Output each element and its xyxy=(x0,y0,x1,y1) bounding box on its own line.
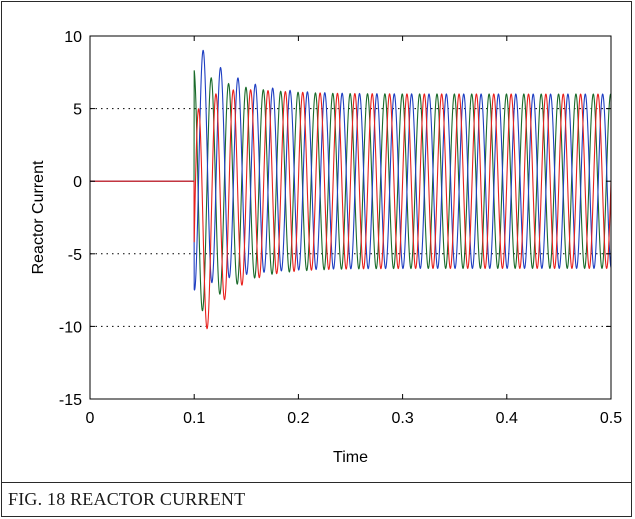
plot-area xyxy=(90,36,611,399)
caption-row: FIG. 18 REACTOR CURRENT xyxy=(2,482,631,516)
axes-box xyxy=(89,35,612,400)
series-line-1 xyxy=(90,88,612,330)
y-tick-label: 0 xyxy=(73,174,82,191)
y-tick-label: -15 xyxy=(59,392,82,409)
x-tick-label: 0.1 xyxy=(183,410,205,427)
figure-caption: FIG. 18 REACTOR CURRENT xyxy=(8,489,246,509)
x-tick-label: 0.4 xyxy=(496,410,518,427)
y-tick-label: -5 xyxy=(68,247,82,264)
x-tick-label: 0.2 xyxy=(287,410,309,427)
x-tick-label: 0 xyxy=(86,410,95,427)
reactor-current-chart: 0 0.1 0.2 0.3 0.4 0.5 10 5 0 -5 -10 -15 Time Reactor … xyxy=(30,29,622,466)
x-tick-label: 0.5 xyxy=(600,410,622,427)
y-tick-label: 10 xyxy=(64,29,82,46)
y-tick-label: 5 xyxy=(73,102,82,119)
y-tick-label: -10 xyxy=(59,319,82,336)
x-axis-title: Time xyxy=(333,449,368,466)
x-tick-label: 0.3 xyxy=(391,410,413,427)
y-axis-title: Reactor Current xyxy=(30,160,47,274)
